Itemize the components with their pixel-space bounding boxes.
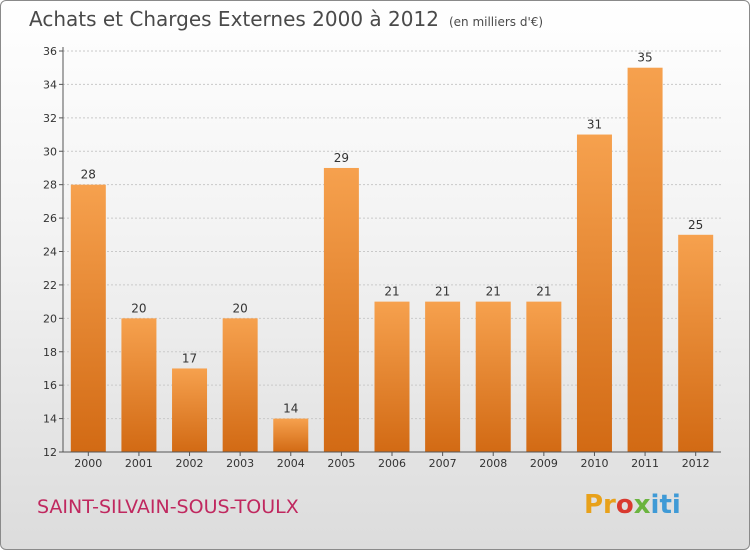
y-tick-label: 30 bbox=[43, 145, 57, 158]
value-label-2007: 21 bbox=[435, 285, 450, 299]
value-label-2008: 21 bbox=[486, 285, 501, 299]
bar-2001 bbox=[121, 318, 157, 452]
x-tick-label-2002: 2002 bbox=[176, 457, 204, 470]
x-tick-label-2003: 2003 bbox=[226, 457, 254, 470]
value-label-2005: 29 bbox=[334, 151, 349, 165]
chart-subtitle: (en milliers d'€) bbox=[448, 15, 544, 29]
value-label-2012: 25 bbox=[688, 218, 703, 232]
value-label-2011: 35 bbox=[637, 51, 652, 65]
y-tick-label: 32 bbox=[43, 112, 57, 125]
x-tick-label-2005: 2005 bbox=[327, 457, 355, 470]
value-label-2002: 17 bbox=[182, 351, 197, 365]
x-tick-label-2004: 2004 bbox=[277, 457, 305, 470]
bar-2009 bbox=[526, 301, 562, 452]
proxiti-logo[interactable]: Proxiti bbox=[584, 490, 681, 520]
y-tick-label: 20 bbox=[43, 312, 57, 325]
value-label-2004: 14 bbox=[283, 402, 298, 416]
logo-part-1: Pr bbox=[584, 490, 616, 520]
bar-2011 bbox=[627, 67, 663, 452]
x-tick-label-2011: 2011 bbox=[631, 457, 659, 470]
bar-2004 bbox=[273, 418, 309, 452]
bar-2000 bbox=[70, 184, 106, 452]
bar-2003 bbox=[222, 318, 258, 452]
value-label-2010: 31 bbox=[587, 118, 602, 132]
bar-2012 bbox=[678, 234, 714, 452]
value-label-2003: 20 bbox=[233, 301, 248, 315]
y-tick-label: 14 bbox=[43, 413, 57, 426]
x-tick-label-2001: 2001 bbox=[125, 457, 153, 470]
y-tick-label: 18 bbox=[43, 346, 57, 359]
x-tick-label-2010: 2010 bbox=[580, 457, 608, 470]
chart-title: Achats et Charges Externes 2000 à 2012 (e… bbox=[29, 7, 543, 31]
logo-part-3: x bbox=[633, 490, 651, 520]
x-tick-label-2007: 2007 bbox=[429, 457, 457, 470]
logo-part-4: iti bbox=[650, 490, 681, 520]
value-label-2001: 20 bbox=[131, 301, 146, 315]
x-tick-label-2012: 2012 bbox=[682, 457, 710, 470]
chart-title-text: Achats et Charges Externes 2000 à 2012 bbox=[29, 7, 439, 31]
x-tick-label-2006: 2006 bbox=[378, 457, 406, 470]
y-tick-label: 12 bbox=[43, 446, 57, 459]
y-tick-label: 22 bbox=[43, 279, 57, 292]
logo-part-2: o bbox=[615, 490, 634, 520]
y-tick-label: 34 bbox=[43, 78, 57, 91]
bar-2005 bbox=[323, 167, 359, 453]
value-label-2000: 28 bbox=[81, 168, 96, 182]
bars bbox=[70, 67, 714, 453]
x-tick-label-2009: 2009 bbox=[530, 457, 558, 470]
bar-2010 bbox=[576, 134, 612, 452]
y-tick-label: 36 bbox=[43, 45, 57, 58]
y-tick-label: 26 bbox=[43, 212, 57, 225]
axes bbox=[59, 47, 721, 456]
y-tick-label: 24 bbox=[43, 246, 57, 259]
bar-2002 bbox=[172, 368, 208, 452]
x-tick-label-2000: 2000 bbox=[74, 457, 102, 470]
bar-2008 bbox=[475, 301, 511, 452]
value-label-2009: 21 bbox=[536, 285, 551, 299]
bar-2006 bbox=[374, 301, 410, 452]
bar-2007 bbox=[425, 301, 461, 452]
labels: 12 14 16 18 20 22 24 26 28 30 32 34 36 28 2000 20 2001 17… bbox=[43, 45, 710, 470]
value-label-2006: 21 bbox=[384, 285, 399, 299]
commune-name: SAINT-SILVAIN-SOUS-TOULX bbox=[37, 496, 299, 518]
x-tick-label-2008: 2008 bbox=[479, 457, 507, 470]
y-tick-label: 16 bbox=[43, 379, 57, 392]
y-tick-label: 28 bbox=[43, 179, 57, 192]
